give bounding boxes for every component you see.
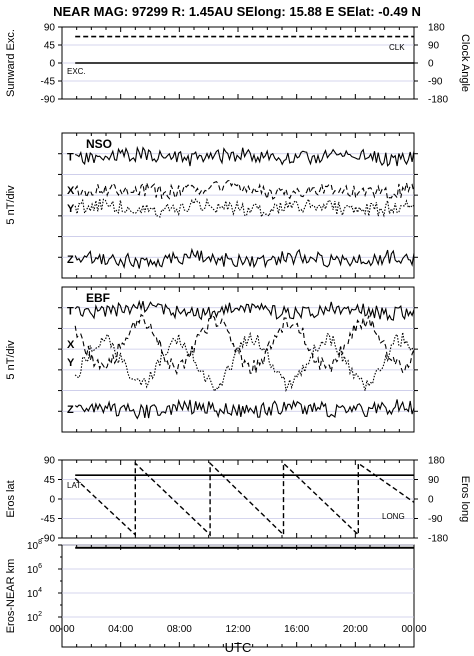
y-right-tick-label: -180 xyxy=(428,95,448,106)
x-axis-ticks: 00:00 04:00 08:00 12:00 16:00 20:00 00:00 xyxy=(49,624,426,635)
y-right-tick-label: 180 xyxy=(428,23,445,34)
y-right-tick-label: 0 xyxy=(428,59,434,70)
panel-eros-near-distance: 108 106 104 102 Eros-NEAR km xyxy=(5,539,415,648)
component-x-label: X xyxy=(67,339,75,351)
clk-series-label: CLK xyxy=(389,43,405,52)
y-left-tick-label: 0 xyxy=(49,59,55,70)
component-x-label: X xyxy=(67,185,75,197)
component-z-trace xyxy=(74,398,415,420)
nso-axis-label: 5 nT/div xyxy=(5,185,17,225)
component-y-trace xyxy=(74,331,415,393)
component-z-trace xyxy=(74,247,415,270)
x-tick-label: 16:00 xyxy=(284,624,309,635)
y-log-tick-label: 102 xyxy=(27,611,42,624)
x-tick-label: 00:00 xyxy=(49,624,74,635)
ebf-panel-tag: EBF xyxy=(86,291,110,305)
component-y-label: Y xyxy=(67,357,75,369)
y-right-tick-label: 90 xyxy=(428,475,440,486)
y-left-tick-label: 90 xyxy=(44,23,56,34)
nso-panel-tag: NSO xyxy=(86,137,112,151)
panel-ebf: T XY Z EBF 5 nT/div xyxy=(5,286,418,433)
y-log-tick-label: 108 xyxy=(27,539,42,552)
clock-angle-axis-label: Clock Angle xyxy=(459,34,471,92)
y-right-tick-label: 180 xyxy=(428,456,445,467)
long-series-label: LONG xyxy=(382,512,405,521)
x-tick-label: 08:00 xyxy=(167,624,192,635)
component-y-trace xyxy=(74,197,415,219)
component-y-label: Y xyxy=(67,203,75,215)
y-left-tick-label: -45 xyxy=(41,77,56,88)
y-right-tick-label: -180 xyxy=(428,534,448,545)
panel-sunward-clock: 90 45 0 -45 -90 180 90 0 -90 -180 CLK EXC. Sunwa… xyxy=(5,23,471,106)
panel-eros-position: 90 45 0 -45 -90 180 90 0 -90 -180 LAT LONG Eros … xyxy=(5,456,471,545)
component-t-trace xyxy=(74,299,415,322)
sunward-exc-axis-label: Sunward Exc. xyxy=(5,29,17,97)
y-left-tick-label: 0 xyxy=(49,495,55,506)
component-x-trace xyxy=(74,313,415,376)
y-log-tick-label: 106 xyxy=(27,563,42,576)
eros-long-line xyxy=(74,461,415,537)
lat-series-label: LAT xyxy=(67,481,81,490)
y-right-tick-label: 90 xyxy=(428,41,440,52)
x-axis-label: UTC xyxy=(225,640,252,655)
figure-title: NEAR MAG: 97299 R: 1.45AU SElong: 15.88 … xyxy=(53,4,421,19)
y-right-tick-label: 0 xyxy=(428,495,434,506)
component-t-trace xyxy=(75,145,415,167)
panel-nso: T XY Z NSO 5 nT/div xyxy=(5,132,418,279)
y-left-tick-label: 45 xyxy=(44,41,56,52)
x-tick-label: 20:00 xyxy=(343,624,368,635)
component-t-label: T xyxy=(67,152,74,164)
y-left-tick-label: -90 xyxy=(41,534,56,545)
component-z-label: Z xyxy=(67,404,74,416)
eros-long-axis-label: Eros long xyxy=(459,476,471,522)
component-z-label: Z xyxy=(67,254,74,266)
eros-lat-axis-label: Eros lat xyxy=(5,480,17,517)
y-right-tick-label: -90 xyxy=(428,77,443,88)
x-tick-label: 04:00 xyxy=(108,624,133,635)
y-left-tick-label: 45 xyxy=(44,475,56,486)
exc-series-label: EXC. xyxy=(67,67,86,76)
x-tick-label: 12:00 xyxy=(225,624,250,635)
eros-near-axis-label: Eros-NEAR km xyxy=(5,559,17,634)
y-log-tick-label: 104 xyxy=(27,587,42,600)
component-t-label: T xyxy=(67,306,74,318)
y-left-tick-label: -90 xyxy=(41,95,56,106)
y-left-tick-label: 90 xyxy=(44,456,56,467)
ebf-axis-label: 5 nT/div xyxy=(5,340,17,380)
component-x-trace xyxy=(74,179,415,201)
x-tick-label: 00:00 xyxy=(401,624,426,635)
y-right-tick-label: -90 xyxy=(428,514,443,525)
y-left-tick-label: -45 xyxy=(41,514,56,525)
